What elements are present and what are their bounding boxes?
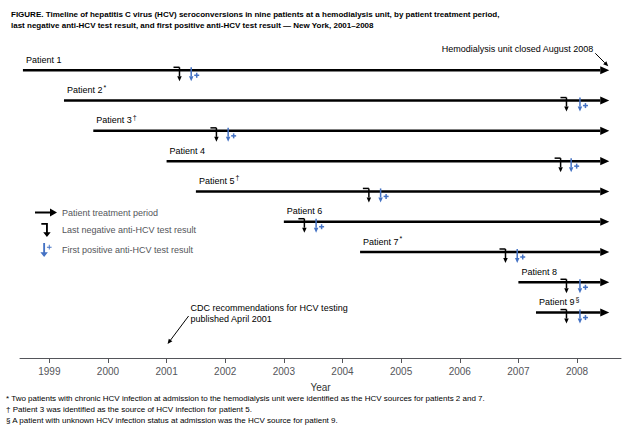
svg-text:Patient 4: Patient 4 — [170, 146, 206, 156]
svg-text:CDC recommendations for HCV te: CDC recommendations for HCV testing — [191, 303, 348, 313]
svg-text:Patient 8: Patient 8 — [521, 267, 557, 277]
svg-text:2003: 2003 — [273, 366, 296, 377]
svg-text:1999: 1999 — [38, 366, 61, 377]
svg-text:2008: 2008 — [566, 366, 589, 377]
svg-text:§ A patient with unknown HCV i: § A patient with unknown HCV infection s… — [6, 416, 338, 425]
svg-text:2006: 2006 — [449, 366, 472, 377]
svg-text:2007: 2007 — [507, 366, 530, 377]
svg-text:Last negative anti-HCV test re: Last negative anti-HCV test result — [62, 225, 197, 235]
svg-text:2002: 2002 — [214, 366, 237, 377]
svg-text:*: * — [400, 235, 403, 242]
svg-text:†: † — [235, 174, 239, 181]
svg-text:Hemodialysis unit closed Augus: Hemodialysis unit closed August 2008 — [442, 44, 594, 54]
svg-text:Patient 5: Patient 5 — [199, 176, 235, 186]
svg-text:§: § — [576, 296, 580, 303]
svg-text:2001: 2001 — [155, 366, 178, 377]
svg-text:*: * — [104, 84, 107, 91]
svg-text:2004: 2004 — [331, 366, 354, 377]
svg-text:†: † — [133, 114, 137, 121]
svg-text:last negative anti-HCV test re: last negative anti-HCV test result, and … — [11, 21, 374, 30]
svg-text:First positive anti-HCV test r: First positive anti-HCV test result — [62, 245, 194, 255]
svg-text:Patient 1: Patient 1 — [26, 55, 62, 65]
svg-text:† Patient 3 was identified as: † Patient 3 was identified as the source… — [6, 405, 252, 414]
svg-text:Year: Year — [310, 382, 331, 393]
svg-text:Patient 6: Patient 6 — [287, 206, 323, 216]
svg-text:Patient treatment period: Patient treatment period — [62, 208, 158, 218]
svg-text:2000: 2000 — [97, 366, 120, 377]
svg-text:2005: 2005 — [390, 366, 413, 377]
svg-text:Patient 9: Patient 9 — [539, 297, 575, 307]
svg-text:FIGURE. Timeline of hepatitis: FIGURE. Timeline of hepatitis C virus (H… — [11, 10, 499, 19]
svg-text:Patient 3: Patient 3 — [96, 115, 132, 125]
svg-text:published April 2001: published April 2001 — [191, 314, 272, 324]
svg-text:Patient 2: Patient 2 — [67, 85, 103, 95]
svg-text:* Two patients with chronic HC: * Two patients with chronic HCV infectio… — [6, 394, 485, 403]
svg-text:Patient 7: Patient 7 — [363, 237, 399, 247]
